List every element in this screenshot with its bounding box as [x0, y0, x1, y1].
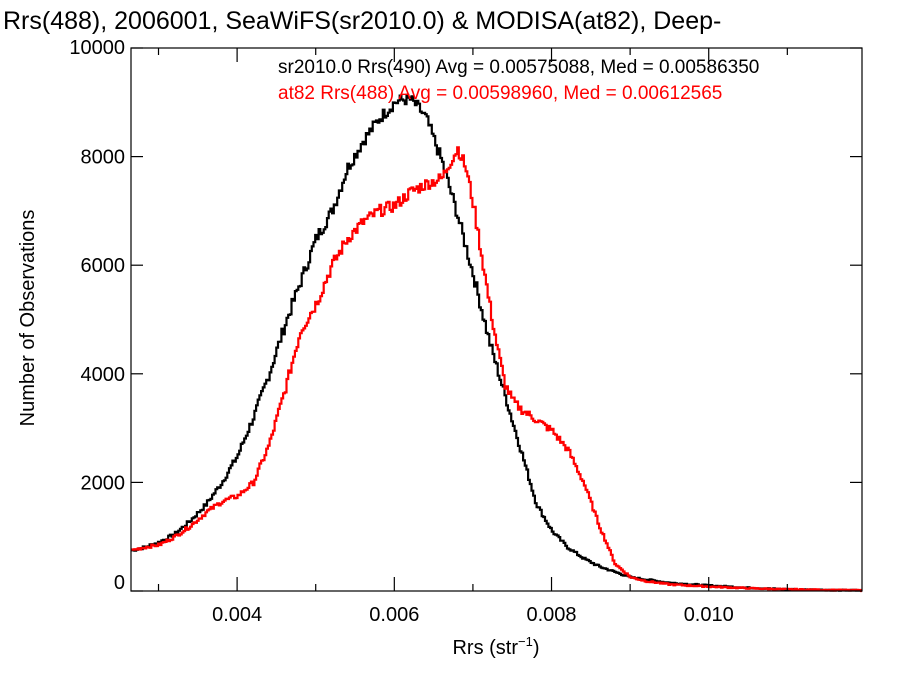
y-axis-ticks: 0 2000 4000 6000 8000 10000 — [69, 37, 862, 594]
y-tick-label: 4000 — [81, 364, 126, 386]
y-tick-label: 8000 — [81, 147, 126, 169]
stat-text-at82: at82 Rrs(488) Avg = 0.00598960, Med = 0.… — [278, 83, 722, 104]
plot-frame — [130, 47, 863, 592]
y-tick-label: 6000 — [81, 255, 126, 277]
y-tick-label: 2000 — [81, 472, 126, 494]
x-tick-label: 0.008 — [526, 604, 576, 626]
x-axis-label: Rrs (str−1) — [452, 634, 539, 659]
series-at82-line — [131, 146, 863, 593]
x-axis-ticks: 0.004 0.006 0.008 0.010 — [157, 48, 788, 626]
stat-text-sr2010: sr2010.0 Rrs(490) Avg = 0.00575088, Med … — [278, 57, 759, 78]
chart-title: Rrs(488), 2006001, SeaWiFS(sr2010.0) & M… — [3, 7, 721, 35]
x-tick-label: 0.010 — [684, 604, 734, 626]
x-tick-label: 0.006 — [369, 604, 419, 626]
plot-area — [131, 93, 863, 593]
x-tick-label: 0.004 — [212, 604, 262, 626]
y-tick-label: 0 — [114, 572, 125, 594]
y-tick-label: 10000 — [69, 37, 125, 59]
y-axis-label: Number of Observations — [17, 210, 39, 427]
